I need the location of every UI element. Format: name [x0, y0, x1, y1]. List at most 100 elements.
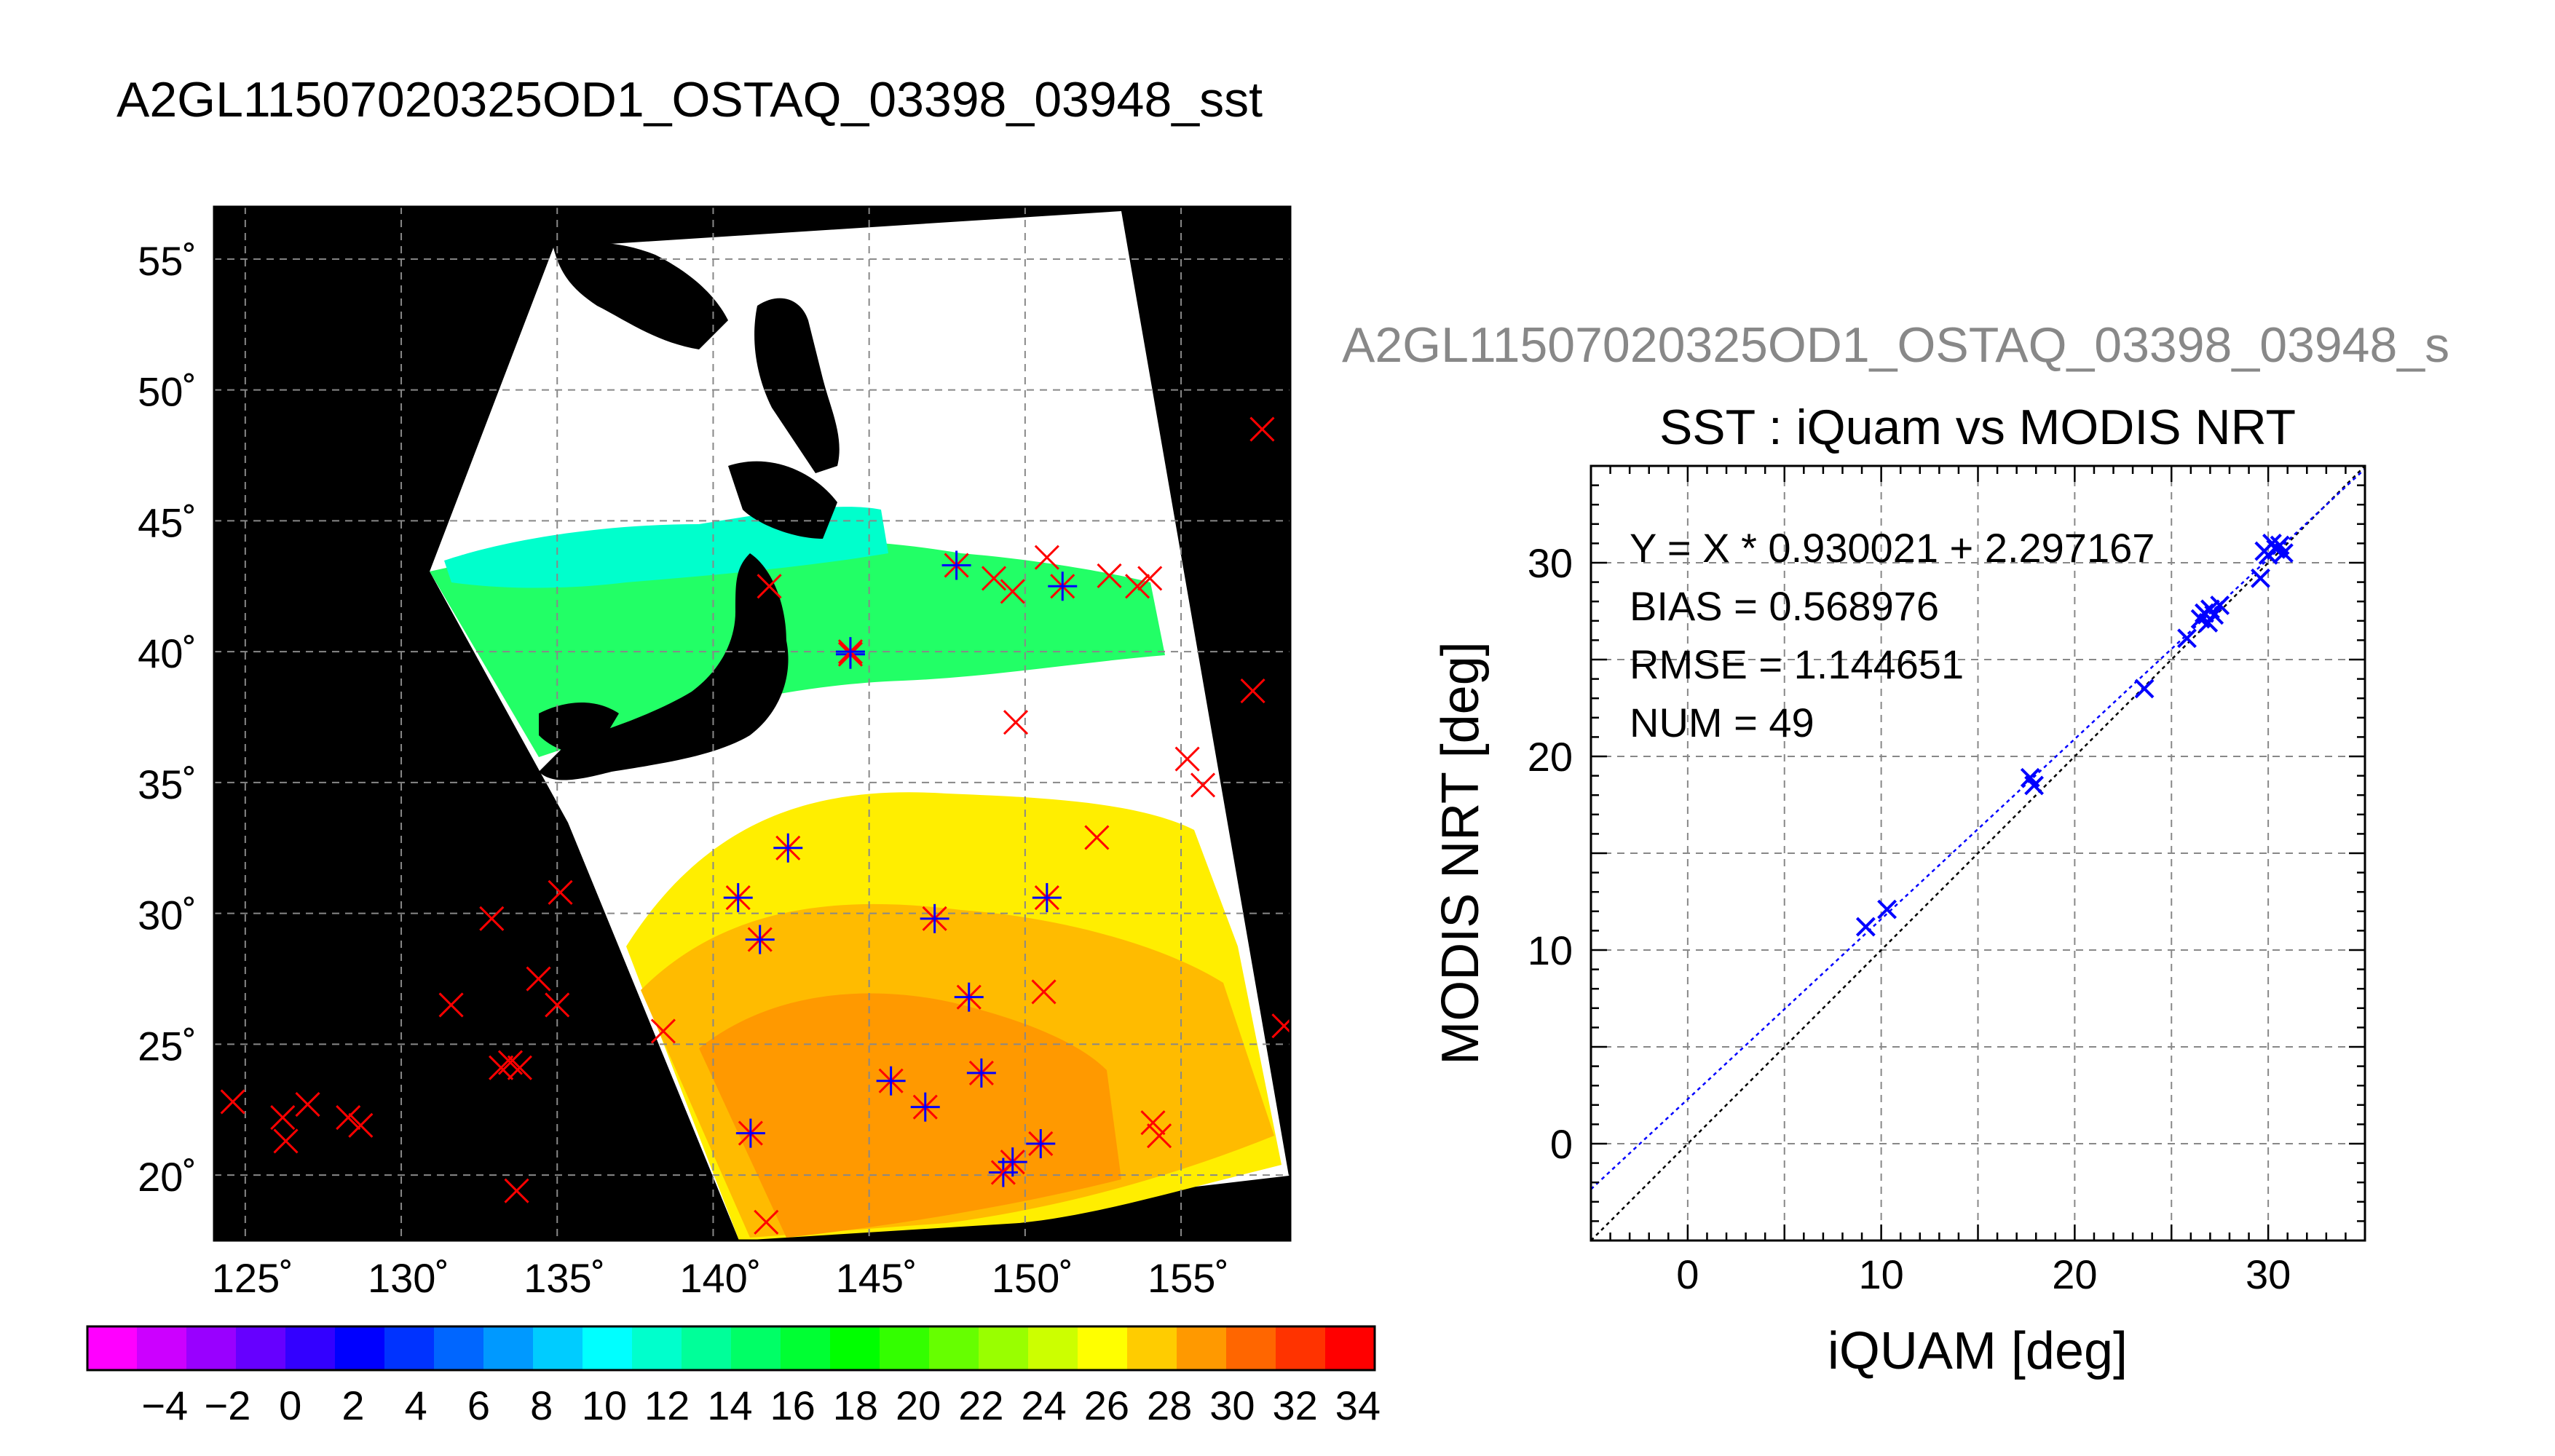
- colorbar-segment: [979, 1326, 1029, 1370]
- match-marker: [507, 1055, 532, 1080]
- scatter-xlabel: iQUAM [deg]: [1828, 1322, 2128, 1380]
- scatter-point: [2273, 543, 2294, 563]
- colorbar-segment: [583, 1326, 633, 1370]
- colorbar-segment: [1325, 1326, 1375, 1370]
- scatter-point: [2134, 678, 2155, 699]
- lat-tick-label: 20˚: [138, 1154, 197, 1200]
- colorbar-tick-label: 32: [1272, 1382, 1317, 1428]
- colorbar-tick-label: 18: [833, 1382, 878, 1428]
- x-tick-label: 10: [1858, 1251, 1903, 1297]
- y-tick-label: 30: [1528, 540, 1573, 586]
- match-marker-matched: [920, 903, 949, 933]
- match-marker: [545, 992, 570, 1018]
- match-marker: [504, 1178, 529, 1203]
- colorbar-segment: [483, 1326, 534, 1370]
- colorbar-segment: [384, 1326, 435, 1370]
- scatter-ticks: [1590, 464, 2366, 1242]
- colorbar-segment: [137, 1326, 187, 1370]
- colorbar: [86, 1325, 1376, 1372]
- lat-tick-label: 50˚: [138, 369, 197, 415]
- lon-tick-label: 130˚: [368, 1255, 449, 1301]
- lat-tick-label: 45˚: [138, 499, 197, 545]
- colorbar-segment: [285, 1326, 336, 1370]
- match-marker: [1097, 563, 1122, 588]
- colorbar-tick-label: −2: [205, 1382, 251, 1428]
- colorbar-segment: [880, 1326, 930, 1370]
- match-marker: [1084, 825, 1110, 850]
- lat-tick-label: 40˚: [138, 630, 197, 676]
- match-marker-matched: [966, 1058, 996, 1088]
- match-marker-matched: [773, 833, 803, 863]
- lon-tick-label: 140˚: [679, 1255, 761, 1301]
- scatter-point: [1877, 899, 1898, 919]
- sst-north-band: [430, 540, 1165, 757]
- colorbar-tick-label: 26: [1084, 1382, 1129, 1428]
- lat-tick-label: 55˚: [138, 238, 197, 284]
- scatter-point: [2251, 568, 2270, 588]
- stats-rmse: RMSE = 1.144651: [1630, 641, 1964, 687]
- identity-line: [1591, 466, 2365, 1241]
- scatter-y-tick-labels: 0 10 20 30: [1528, 540, 1573, 1167]
- y-tick-label: 10: [1528, 927, 1573, 973]
- scatter-point: [2210, 596, 2230, 615]
- colorbar-tick-label: 24: [1022, 1382, 1067, 1428]
- match-marker: [1034, 545, 1059, 570]
- map-graticule: [214, 207, 1290, 1241]
- colorbar-tick-label: 10: [582, 1382, 627, 1428]
- match-marker: [1137, 566, 1163, 591]
- land-siberia: [553, 242, 728, 349]
- map-panel: 55˚50˚45˚40˚35˚30˚25˚20˚ 125˚ 130˚ 135˚ 140…: [86, 205, 1381, 1428]
- match-marker: [757, 574, 782, 599]
- right-panel-title: A2GL11507020325OD1_OSTAQ_03398_03948_s: [1342, 317, 2449, 373]
- match-marker: [336, 1104, 361, 1131]
- land-sakhalin-hokkaido: [754, 298, 840, 473]
- lon-tick-label: 145˚: [836, 1255, 917, 1301]
- y-tick-label: 20: [1528, 734, 1573, 780]
- land-honshu: [539, 553, 789, 780]
- stats-bias: BIAS = 0.568976: [1630, 583, 1939, 629]
- colorbar-segment: [731, 1326, 781, 1370]
- colorbar-tick-label: 16: [770, 1382, 816, 1428]
- fit-line: [1591, 468, 2365, 1190]
- match-marker-matched: [998, 1147, 1027, 1177]
- scatter-stats: Y = X * 0.930021 + 2.297167 BIAS = 0.568…: [1630, 525, 2155, 745]
- colorbar-segment: [186, 1326, 237, 1370]
- scatter-point: [2024, 775, 2044, 796]
- colorbar-segment: [434, 1326, 484, 1370]
- match-marker: [526, 966, 551, 992]
- colorbar-tick-label: 28: [1147, 1382, 1192, 1428]
- sst-south-hot: [699, 993, 1121, 1238]
- x-tick-label: 0: [1676, 1251, 1699, 1297]
- colorbar-segment: [236, 1326, 286, 1370]
- scatter-points: [1855, 533, 2294, 937]
- match-marker: [1271, 1013, 1290, 1039]
- map-lon-labels: 125˚ 130˚ 135˚ 140˚ 145˚ 150˚ 155˚: [212, 1255, 1229, 1301]
- match-marker: [1140, 1110, 1166, 1136]
- colorbar-segment: [533, 1326, 583, 1370]
- land-continent-offswath: [214, 207, 739, 1241]
- match-marker-matched: [723, 883, 753, 913]
- colorbar-tick-label: 0: [279, 1382, 301, 1428]
- x-tick-label: 30: [2246, 1251, 2291, 1297]
- match-marker-matched: [1048, 571, 1078, 601]
- lon-tick-label: 135˚: [524, 1255, 605, 1301]
- match-marker: [270, 1104, 296, 1131]
- colorbar-labels: −4 −2 0 2 4 6 8 10 12 14 16 18 20 22 24 26 28 30 32 34: [141, 1382, 1381, 1428]
- colorbar-tick-label: 2: [341, 1382, 364, 1428]
- match-marker-matched: [745, 925, 775, 954]
- match-marker: [1031, 979, 1057, 1005]
- match-marker: [295, 1092, 320, 1117]
- match-marker: [1125, 574, 1150, 599]
- colorbar-frame: [86, 1325, 1376, 1372]
- match-marker: [438, 992, 464, 1018]
- match-marker: [1000, 579, 1025, 604]
- match-marker: [479, 906, 505, 931]
- match-marker: [650, 1018, 676, 1044]
- colorbar-segment: [1177, 1326, 1227, 1370]
- colorbar-segment: [1078, 1326, 1128, 1370]
- match-marker: [220, 1089, 245, 1115]
- y-tick-label: 0: [1550, 1121, 1573, 1167]
- map-frame: [213, 205, 1292, 1242]
- colorbar-segment: [1276, 1326, 1326, 1370]
